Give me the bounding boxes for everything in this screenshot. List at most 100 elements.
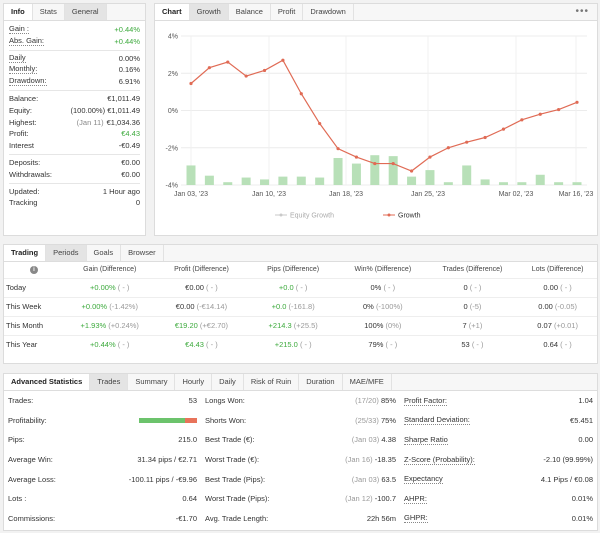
trades-diff: ( - ) bbox=[471, 340, 484, 350]
drawdown-row: Drawdown: 6.91% bbox=[9, 76, 140, 88]
chart-panel: Chart Growth Balance Profit Drawdown •••… bbox=[154, 3, 598, 236]
stat-label[interactable]: GHPR: bbox=[404, 513, 428, 524]
stat-value: 0.01% bbox=[571, 494, 593, 504]
lots-cell: 0.00 (-0.05) bbox=[518, 296, 597, 316]
growth-point bbox=[557, 107, 561, 112]
stat-row: Average Loss: -100.11 pips / -€9.96 bbox=[8, 469, 197, 489]
tab-stats[interactable]: Stats bbox=[33, 4, 65, 20]
profitability-bar[interactable] bbox=[139, 417, 197, 423]
stat-label[interactable]: Expectancy bbox=[404, 474, 443, 485]
lots-diff: (-0.05) bbox=[554, 302, 578, 311]
table-row[interactable]: This Week +0.00% (-1.42%) €0.00 (-€14.14… bbox=[4, 296, 597, 316]
tab-goals[interactable]: Goals bbox=[87, 245, 122, 261]
tab-advanced-statistics[interactable]: Advanced Statistics bbox=[4, 374, 91, 390]
trades-cell: 7 (+1) bbox=[426, 315, 519, 335]
x-tick-label: Jan 03, '23 bbox=[174, 191, 208, 198]
tab-summary[interactable]: Summary bbox=[128, 374, 176, 390]
stat-value: 0.01% bbox=[571, 513, 593, 523]
tab-hourly[interactable]: Hourly bbox=[175, 374, 213, 390]
abs-gain-value: +0.44% bbox=[114, 36, 140, 46]
trades-diff: ( - ) bbox=[469, 283, 482, 292]
tab-chart[interactable]: Chart bbox=[155, 4, 190, 20]
table-row[interactable]: Today +0.00% ( - ) €0.00 ( - ) +0.0 ( - … bbox=[4, 277, 597, 297]
profit-cell: €0.00 ( - ) bbox=[155, 277, 248, 297]
growth-point bbox=[318, 121, 322, 126]
stat-label[interactable]: Sharpe Ratio bbox=[404, 434, 448, 445]
win-diff: (0%) bbox=[385, 321, 402, 330]
bar bbox=[407, 176, 417, 185]
growth-point bbox=[538, 112, 542, 116]
tracking-value: 0 bbox=[135, 198, 140, 208]
tab-info[interactable]: Info bbox=[4, 4, 33, 20]
stat-row: Best Trade (€): (Jan 03) 4.38 bbox=[205, 430, 396, 450]
header-lots[interactable]: Lots (Difference) bbox=[531, 266, 584, 274]
deposits-value: €0.00 bbox=[121, 157, 140, 167]
gain-value: +0.00% bbox=[81, 302, 108, 311]
header-gain[interactable]: Gain (Difference) bbox=[83, 266, 137, 274]
drawdown-label[interactable]: Drawdown: bbox=[9, 76, 47, 87]
stat-value: 75% bbox=[380, 415, 396, 425]
stat-row: Shorts Won: (25/33) 75% bbox=[205, 411, 396, 431]
stat-sub: (25/33) bbox=[355, 415, 379, 425]
tab-daily[interactable]: Daily bbox=[212, 374, 244, 390]
header-trades[interactable]: Trades (Difference) bbox=[442, 266, 503, 274]
interest-row: Interest -€0.49 bbox=[9, 140, 140, 152]
table-row[interactable]: This Month +1.93% (+0.24%) €19.20 (+€2.7… bbox=[4, 315, 597, 335]
stat-value: 22h 56m bbox=[366, 513, 396, 523]
bar bbox=[443, 182, 453, 185]
abs-gain-label[interactable]: Abs. Gain: bbox=[9, 35, 45, 46]
tab-browser[interactable]: Browser bbox=[121, 245, 164, 261]
tab-general[interactable]: General bbox=[64, 4, 107, 20]
abs-gain-row: Abs. Gain: +0.44% bbox=[9, 36, 140, 48]
tab-periods[interactable]: Periods bbox=[46, 245, 87, 261]
tab-duration[interactable]: Duration bbox=[299, 374, 343, 390]
stat-label[interactable]: AHPR: bbox=[404, 493, 427, 504]
stat-label[interactable]: Z-Score (Probability): bbox=[404, 454, 475, 465]
growth-point bbox=[520, 118, 524, 122]
table-row[interactable]: This Year +0.44% ( - ) €4.43 ( - ) +215.… bbox=[4, 334, 597, 354]
pips-cell: +215.0 ( - ) bbox=[247, 334, 339, 354]
lots-diff: ( - ) bbox=[560, 283, 572, 292]
bar bbox=[241, 177, 251, 185]
tab-trades[interactable]: Trades bbox=[90, 374, 129, 390]
tracking-row: Tracking 0 bbox=[9, 197, 140, 209]
growth-point bbox=[244, 74, 248, 78]
trades-diff: (+1) bbox=[468, 321, 483, 330]
gain-value: +0.44% bbox=[114, 25, 140, 34]
info-tabs: Info Stats General bbox=[4, 4, 145, 21]
monthly-label[interactable]: Monthly: bbox=[9, 64, 38, 75]
daily-label[interactable]: Daily bbox=[9, 52, 26, 63]
gain-label[interactable]: Gain : bbox=[9, 24, 30, 34]
growth-point bbox=[409, 169, 414, 173]
stat-value: -18.35 bbox=[374, 455, 396, 465]
stat-label[interactable]: Standard Deviation: bbox=[404, 415, 470, 426]
updated-row: Updated: 1 Hour ago bbox=[9, 186, 140, 198]
ellipsis-icon[interactable]: ••• bbox=[575, 6, 589, 17]
bar bbox=[572, 182, 582, 185]
gain-cell: +0.00% ( - ) bbox=[63, 277, 156, 297]
stat-label: Best Trade (Pips): bbox=[205, 474, 266, 484]
tab-mae-mfe[interactable]: MAE/MFE bbox=[343, 374, 392, 390]
stat-label: Shorts Won: bbox=[205, 415, 247, 425]
y-tick-label: -4% bbox=[166, 183, 178, 190]
stat-value: €5.451 bbox=[570, 415, 593, 425]
gain-cell: +0.00% (-1.42%) bbox=[63, 296, 156, 316]
header-win[interactable]: Win% (Difference) bbox=[354, 266, 412, 274]
header-pips[interactable]: Pips (Difference) bbox=[267, 266, 320, 274]
tab-risk-of-ruin[interactable]: Risk of Ruin bbox=[244, 374, 300, 390]
tab-drawdown[interactable]: Drawdown bbox=[303, 4, 354, 20]
tab-balance[interactable]: Balance bbox=[229, 4, 271, 20]
info-icon[interactable]: i bbox=[29, 265, 38, 274]
stat-label[interactable]: Profit Factor: bbox=[404, 395, 447, 406]
tab-growth[interactable]: Growth bbox=[189, 4, 229, 20]
updated-value: 1 Hour ago bbox=[102, 186, 140, 196]
profit-diff: ( - ) bbox=[206, 283, 218, 292]
gain-value: +1.93% bbox=[80, 321, 107, 330]
legend-growth-label: Growth bbox=[398, 213, 421, 220]
win-cell: 100% (0%) bbox=[339, 315, 427, 335]
tab-trading[interactable]: Trading bbox=[4, 245, 47, 261]
tab-profit[interactable]: Profit bbox=[271, 4, 304, 20]
header-profit[interactable]: Profit (Difference) bbox=[174, 266, 229, 274]
stat-sub: (Jan 03) bbox=[351, 435, 380, 445]
stat-value: 53 bbox=[188, 396, 197, 406]
